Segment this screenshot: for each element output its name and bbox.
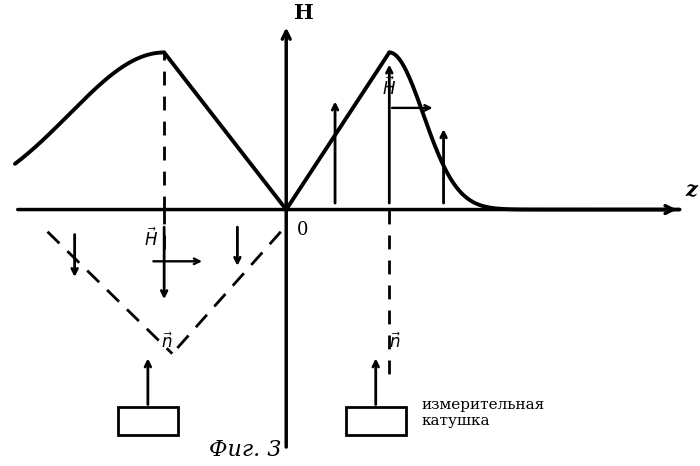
Text: $\vec{n}$: $\vec{n}$ [389,332,401,352]
Text: 0: 0 [297,220,309,239]
Bar [346,407,405,435]
Bar [118,407,178,435]
Text: $\vec{H}$: $\vec{H}$ [382,76,396,99]
Text: z: z [685,180,697,200]
Text: H: H [295,3,314,23]
Text: $\vec{H}$: $\vec{H}$ [144,228,158,250]
Text: $\vec{n}$: $\vec{n}$ [162,332,174,352]
Text: измерительная
катушка: измерительная катушка [422,398,545,428]
Text: Фиг. 3: Фиг. 3 [209,439,282,461]
